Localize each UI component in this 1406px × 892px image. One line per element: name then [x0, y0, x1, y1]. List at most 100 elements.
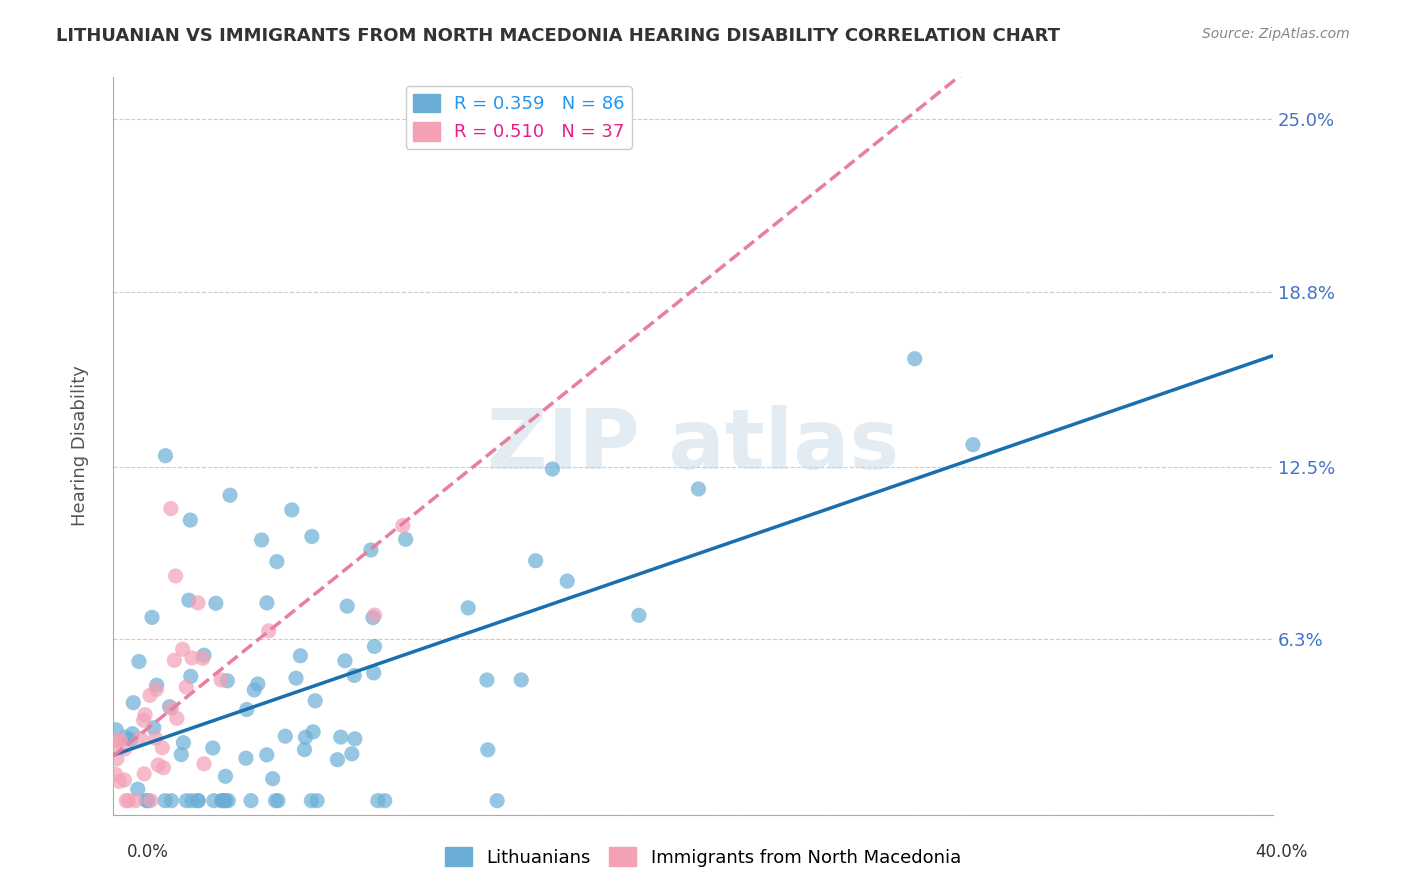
Point	[172, 642, 194, 657]
Point	[240, 794, 263, 808]
Point	[159, 699, 181, 714]
Point	[477, 743, 499, 757]
Point	[105, 723, 128, 737]
Point	[191, 651, 214, 665]
Text: 0.0%: 0.0%	[127, 843, 169, 861]
Text: Source: ZipAtlas.com: Source: ZipAtlas.com	[1202, 27, 1350, 41]
Point	[181, 794, 204, 808]
Point	[174, 680, 197, 694]
Point	[152, 761, 174, 775]
Point	[124, 794, 146, 808]
Point	[374, 794, 396, 808]
Point	[104, 739, 127, 754]
Point	[246, 677, 269, 691]
Point	[160, 794, 183, 808]
Point	[243, 682, 266, 697]
Point	[217, 673, 239, 688]
Point	[214, 769, 236, 783]
Point	[256, 596, 278, 610]
Point	[904, 351, 927, 366]
Text: ZIP atlas: ZIP atlas	[486, 406, 898, 486]
Point	[176, 794, 198, 808]
Point	[294, 731, 316, 745]
Point	[307, 794, 329, 808]
Point	[104, 733, 127, 747]
Point	[114, 742, 136, 756]
Point	[391, 518, 413, 533]
Point	[264, 794, 287, 808]
Legend: Lithuanians, Immigrants from North Macedonia: Lithuanians, Immigrants from North Maced…	[437, 840, 969, 874]
Point	[114, 731, 136, 745]
Point	[235, 751, 257, 765]
Point	[150, 740, 173, 755]
Point	[110, 732, 132, 747]
Text: LITHUANIAN VS IMMIGRANTS FROM NORTH MACEDONIA HEARING DISABILITY CORRELATION CHA: LITHUANIAN VS IMMIGRANTS FROM NORTH MACE…	[56, 27, 1060, 45]
Point	[166, 711, 188, 725]
Point	[135, 794, 157, 808]
Point	[205, 596, 228, 610]
Point	[262, 772, 284, 786]
Point	[257, 624, 280, 638]
Point	[329, 730, 352, 744]
Point	[163, 653, 186, 667]
Point	[180, 669, 202, 683]
Point	[326, 753, 349, 767]
Point	[363, 640, 385, 654]
Point	[363, 608, 385, 623]
Text: 40.0%: 40.0%	[1256, 843, 1308, 861]
Point	[274, 729, 297, 743]
Point	[187, 794, 209, 808]
Point	[219, 488, 242, 502]
Point	[187, 596, 209, 610]
Point	[172, 736, 194, 750]
Point	[524, 554, 547, 568]
Point	[285, 671, 308, 685]
Point	[141, 610, 163, 624]
Point	[214, 794, 236, 808]
Point	[336, 599, 359, 614]
Point	[266, 555, 288, 569]
Point	[299, 794, 322, 808]
Legend: R = 0.359   N = 86, R = 0.510   N = 37: R = 0.359 N = 86, R = 0.510 N = 37	[405, 87, 633, 149]
Point	[139, 794, 162, 808]
Point	[165, 569, 187, 583]
Point	[145, 678, 167, 692]
Point	[211, 794, 233, 808]
Point	[395, 533, 418, 547]
Point	[343, 668, 366, 682]
Point	[209, 673, 232, 687]
Point	[333, 654, 356, 668]
Point	[115, 794, 138, 808]
Point	[153, 794, 176, 808]
Point	[179, 513, 201, 527]
Point	[201, 741, 224, 756]
Point	[143, 731, 166, 746]
Point	[105, 752, 128, 766]
Point	[127, 782, 149, 797]
Point	[457, 600, 479, 615]
Point	[129, 731, 152, 746]
Point	[281, 503, 304, 517]
Point	[193, 648, 215, 663]
Point	[160, 501, 183, 516]
Point	[104, 767, 127, 781]
Point	[134, 707, 156, 722]
Point	[139, 689, 162, 703]
Point	[122, 696, 145, 710]
Point	[555, 574, 578, 588]
Point	[250, 533, 273, 547]
Point	[363, 665, 385, 680]
Point	[120, 732, 142, 747]
Point	[121, 727, 143, 741]
Point	[510, 673, 533, 687]
Point	[360, 543, 382, 558]
Point	[202, 794, 225, 808]
Point	[475, 673, 498, 687]
Point	[181, 651, 204, 665]
Point	[962, 437, 984, 451]
Point	[128, 655, 150, 669]
Point	[367, 794, 389, 808]
Point	[267, 794, 290, 808]
Point	[211, 794, 233, 808]
Point	[187, 794, 209, 808]
